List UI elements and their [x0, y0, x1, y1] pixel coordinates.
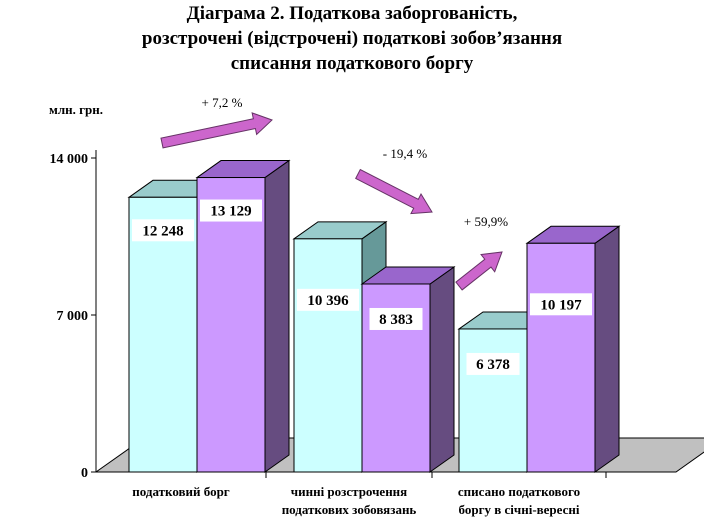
bar-series2-side: [264, 159, 290, 473]
data-label: 13 129: [210, 204, 251, 220]
data-label-bg: [297, 288, 359, 311]
x-category-label: списано податкового: [458, 484, 580, 499]
data-label: 12 248: [142, 223, 183, 239]
data-label: 10 396: [307, 293, 349, 309]
data-label-bg: [530, 293, 592, 316]
y-tick-label: 7 000: [57, 309, 89, 324]
change-label: - 19,4 %: [383, 146, 428, 161]
bar-series1: [128, 196, 198, 473]
data-label: 6 378: [476, 357, 510, 373]
change-arrow-down: [355, 168, 433, 215]
bar-series2: [526, 242, 596, 473]
y-axis-unit-label: млн. грн.: [49, 102, 103, 117]
chart-title-line-2: розстрочені (відстрочені) податкові зобо…: [141, 28, 563, 49]
bar-series1: [458, 328, 528, 473]
bar-series2: [196, 177, 266, 473]
x-category-label: боргу в січні-вересні: [459, 502, 580, 517]
change-arrow-up: [160, 112, 273, 149]
change-label: + 7,2 %: [202, 95, 243, 110]
change-arrow-up: [455, 251, 503, 291]
data-label-bg: [200, 199, 262, 222]
x-category-label: податковий борг: [132, 484, 230, 499]
y-tick-label: 0: [81, 466, 88, 481]
x-category-label: чинні розстрочення: [291, 484, 407, 499]
chart-title-line-1: Діаграма 2. Податкова заборгованість,: [186, 3, 518, 24]
change-label: + 59,9%: [464, 214, 508, 229]
x-category-label: податкових зобовязань: [282, 502, 417, 517]
data-label-bg: [466, 352, 520, 375]
y-tick-label: 14 000: [50, 152, 89, 167]
data-label-bg: [132, 219, 194, 242]
bar-series2-side: [594, 225, 620, 473]
data-label-bg: [369, 307, 423, 330]
data-label: 8 383: [379, 312, 413, 328]
chart-title-line-3: списання податкового боргу: [230, 53, 474, 74]
data-label: 10 197: [540, 297, 582, 313]
bar-series2-side: [429, 266, 455, 473]
bar-series1: [293, 238, 363, 473]
